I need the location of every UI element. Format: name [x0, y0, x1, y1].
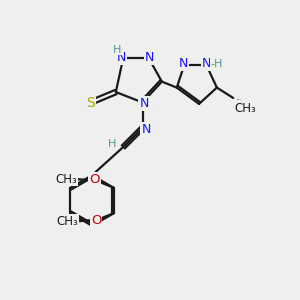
Text: O: O — [89, 173, 100, 186]
Text: N: N — [202, 57, 211, 70]
Text: N: N — [117, 51, 127, 64]
Text: O: O — [91, 214, 101, 227]
Text: methoxy: methoxy — [76, 177, 83, 179]
Text: N: N — [179, 57, 188, 70]
Text: methyl: methyl — [75, 178, 80, 179]
Text: -H: -H — [211, 59, 223, 69]
Text: methyl: methyl — [237, 99, 242, 100]
Text: CH₃: CH₃ — [57, 215, 79, 228]
Text: N: N — [141, 123, 151, 136]
Text: CH₃: CH₃ — [55, 173, 77, 186]
Text: N: N — [145, 51, 154, 64]
Text: CH₃: CH₃ — [235, 102, 256, 115]
Text: S: S — [86, 96, 95, 110]
Text: N: N — [140, 97, 149, 110]
Text: H: H — [112, 44, 121, 55]
Text: H: H — [108, 139, 116, 149]
